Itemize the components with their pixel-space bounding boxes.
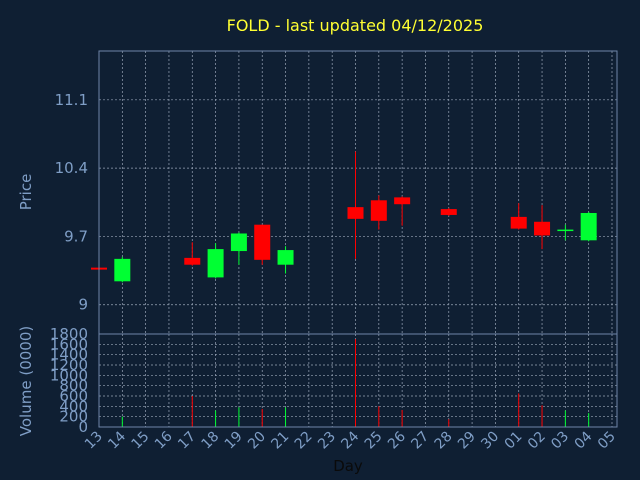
price-tick-label: 9.7: [64, 227, 88, 245]
volume-tick-label: 400: [59, 397, 88, 415]
price-panel: 9 9.7 10.4 11.1 Price: [17, 50, 618, 335]
candle-body: [254, 224, 271, 260]
candle-body: [207, 249, 224, 278]
candle-body: [184, 257, 201, 265]
candle-body: [580, 212, 597, 241]
volume-panel-frame: [98, 333, 618, 428]
price-tick-label: 10.4: [55, 159, 88, 177]
candle-body: [394, 197, 411, 205]
volume-tick-label: 1000: [50, 366, 88, 384]
volume-tick-label: 1400: [50, 346, 88, 364]
candle-body: [557, 229, 574, 232]
price-tick-label: 9: [78, 296, 88, 314]
volume-tick-label: 1200: [50, 356, 88, 374]
candle-body: [440, 209, 457, 215]
volume-axis-label: Volume (0000): [17, 326, 35, 436]
volume-tick-label: 600: [59, 387, 88, 405]
volume-tick-label: 1800: [50, 325, 88, 343]
volume-tick-label: 0: [78, 418, 88, 436]
candle-body: [510, 216, 527, 229]
price-axis-label: Price: [17, 174, 35, 211]
candle-body: [230, 233, 247, 252]
volume-bars: [121, 339, 590, 427]
volume-tick-label: 1600: [50, 335, 88, 353]
volume-tick-label: 200: [59, 408, 88, 426]
candle-body: [534, 221, 551, 236]
price-y-ticks: 9 9.7 10.4 11.1: [55, 91, 88, 314]
x-axis-label: Day: [333, 457, 363, 475]
x-axis-ticks: 13 14 15 16 17 18 19 20 21 22 23 24 25 26 27 28 29 30 01 02…: [82, 428, 619, 452]
candle-body: [277, 250, 294, 265]
price-gridlines: [99, 51, 617, 334]
candle-body: [370, 200, 387, 221]
price-tick-label: 11.1: [55, 91, 88, 109]
volume-tick-label: 800: [59, 377, 88, 395]
chart-title: FOLD - last updated 04/12/2025: [227, 16, 484, 35]
candle-body: [347, 207, 364, 219]
candle-body: [114, 258, 131, 282]
